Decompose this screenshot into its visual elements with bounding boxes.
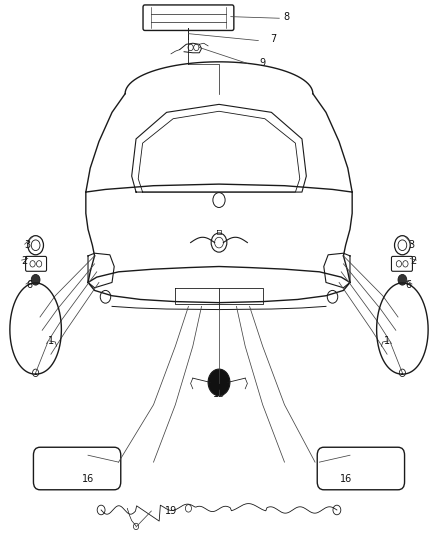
Text: 13: 13 (213, 389, 225, 399)
Text: 6: 6 (26, 280, 32, 290)
Text: 3: 3 (408, 240, 414, 250)
Circle shape (398, 274, 407, 285)
Text: 1: 1 (384, 336, 390, 346)
Text: 1: 1 (48, 336, 54, 346)
Text: 16: 16 (339, 474, 352, 484)
Text: 6: 6 (406, 280, 412, 290)
Text: 7: 7 (270, 34, 277, 44)
Text: 2: 2 (410, 256, 417, 266)
Text: 8: 8 (284, 12, 290, 22)
Circle shape (208, 369, 230, 395)
Text: 2: 2 (21, 256, 28, 266)
Circle shape (31, 274, 40, 285)
Text: 16: 16 (82, 474, 94, 484)
Text: 9: 9 (260, 59, 266, 68)
Text: 3: 3 (24, 240, 30, 250)
Text: 19: 19 (165, 506, 177, 516)
